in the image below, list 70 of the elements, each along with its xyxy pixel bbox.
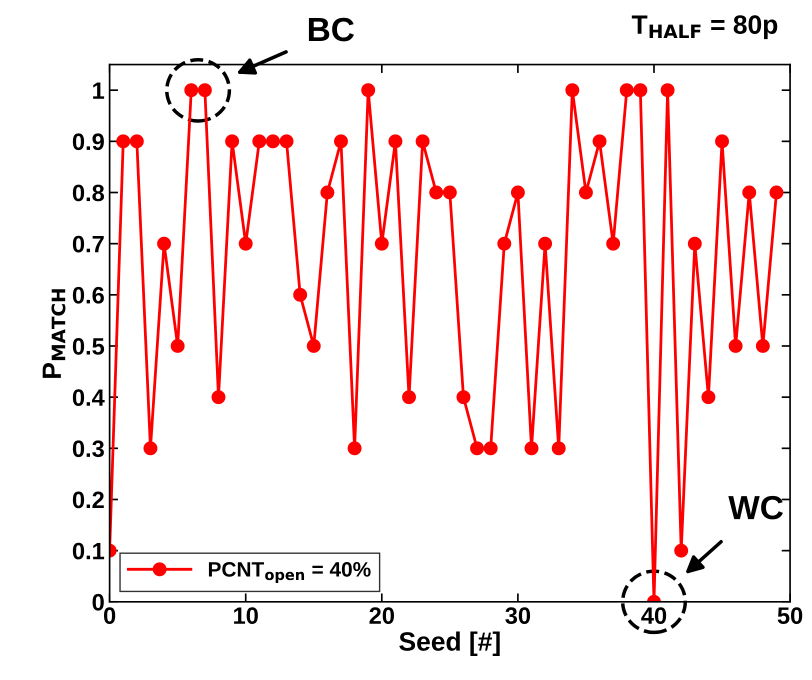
y-tick-label: 0.5 — [72, 338, 104, 355]
text: BC — [308, 18, 354, 42]
y-tick-label: 0.1 — [72, 542, 104, 560]
point — [592, 134, 606, 148]
y-tick-label: 0.2 — [72, 492, 104, 508]
point — [170, 339, 185, 353]
point — [388, 134, 402, 148]
x-tick-label: 50 — [778, 607, 802, 624]
point — [266, 134, 280, 148]
point — [293, 288, 308, 302]
legend-label: PCNT$_{open}$ = 40% — [208, 562, 371, 584]
point — [225, 134, 240, 148]
point — [770, 186, 784, 200]
point — [280, 134, 294, 148]
point — [538, 236, 552, 251]
point — [348, 441, 362, 456]
point — [252, 134, 266, 148]
point — [756, 339, 770, 353]
point — [606, 236, 620, 251]
point — [320, 186, 334, 200]
y-tick-label: 0 — [92, 594, 104, 611]
point — [456, 390, 470, 404]
annotation: WC — [728, 496, 783, 520]
point — [524, 441, 538, 456]
point — [144, 441, 158, 456]
point — [238, 236, 253, 251]
point — [184, 83, 198, 98]
point — [688, 236, 702, 251]
point — [715, 134, 729, 148]
x-tick-label: 30 — [505, 607, 530, 624]
point — [620, 83, 634, 98]
point — [116, 134, 130, 148]
point — [674, 544, 688, 558]
point — [416, 134, 430, 148]
x-axis-title: Seed [#] — [399, 631, 500, 656]
y-tick-label: 0.8 — [72, 184, 104, 202]
point — [742, 186, 756, 200]
point — [565, 83, 580, 98]
text: T$_{HALF}$ = 80p — [632, 15, 778, 40]
point — [552, 441, 566, 456]
point — [701, 390, 716, 404]
y-tick-label: 0.6 — [72, 286, 104, 304]
point — [510, 186, 525, 200]
point — [361, 83, 376, 98]
x-tick-label: 20 — [369, 607, 394, 624]
point — [374, 236, 389, 251]
y-tick-label: 0.9 — [72, 133, 104, 150]
point — [334, 134, 348, 148]
x-tick-label: 10 — [234, 607, 258, 624]
point — [633, 83, 648, 98]
point — [578, 186, 593, 200]
y-tick-label: 0.4 — [72, 389, 105, 406]
y-tick-label: 0.7 — [72, 236, 104, 252]
point — [402, 390, 416, 404]
point — [212, 390, 226, 404]
point — [484, 441, 498, 456]
point — [130, 134, 144, 148]
x-tick-label: 40 — [641, 607, 666, 624]
point — [429, 186, 444, 200]
y-tick-label: 0.3 — [72, 440, 104, 458]
point — [728, 339, 743, 353]
y-axis-title: P$_{MATCH}$ — [42, 289, 66, 378]
point — [306, 339, 321, 353]
point — [497, 236, 512, 251]
y-tick-label: 1 — [93, 82, 104, 99]
point — [198, 83, 212, 98]
point — [157, 236, 171, 251]
point — [470, 441, 484, 456]
point — [442, 186, 457, 200]
point — [660, 83, 675, 98]
